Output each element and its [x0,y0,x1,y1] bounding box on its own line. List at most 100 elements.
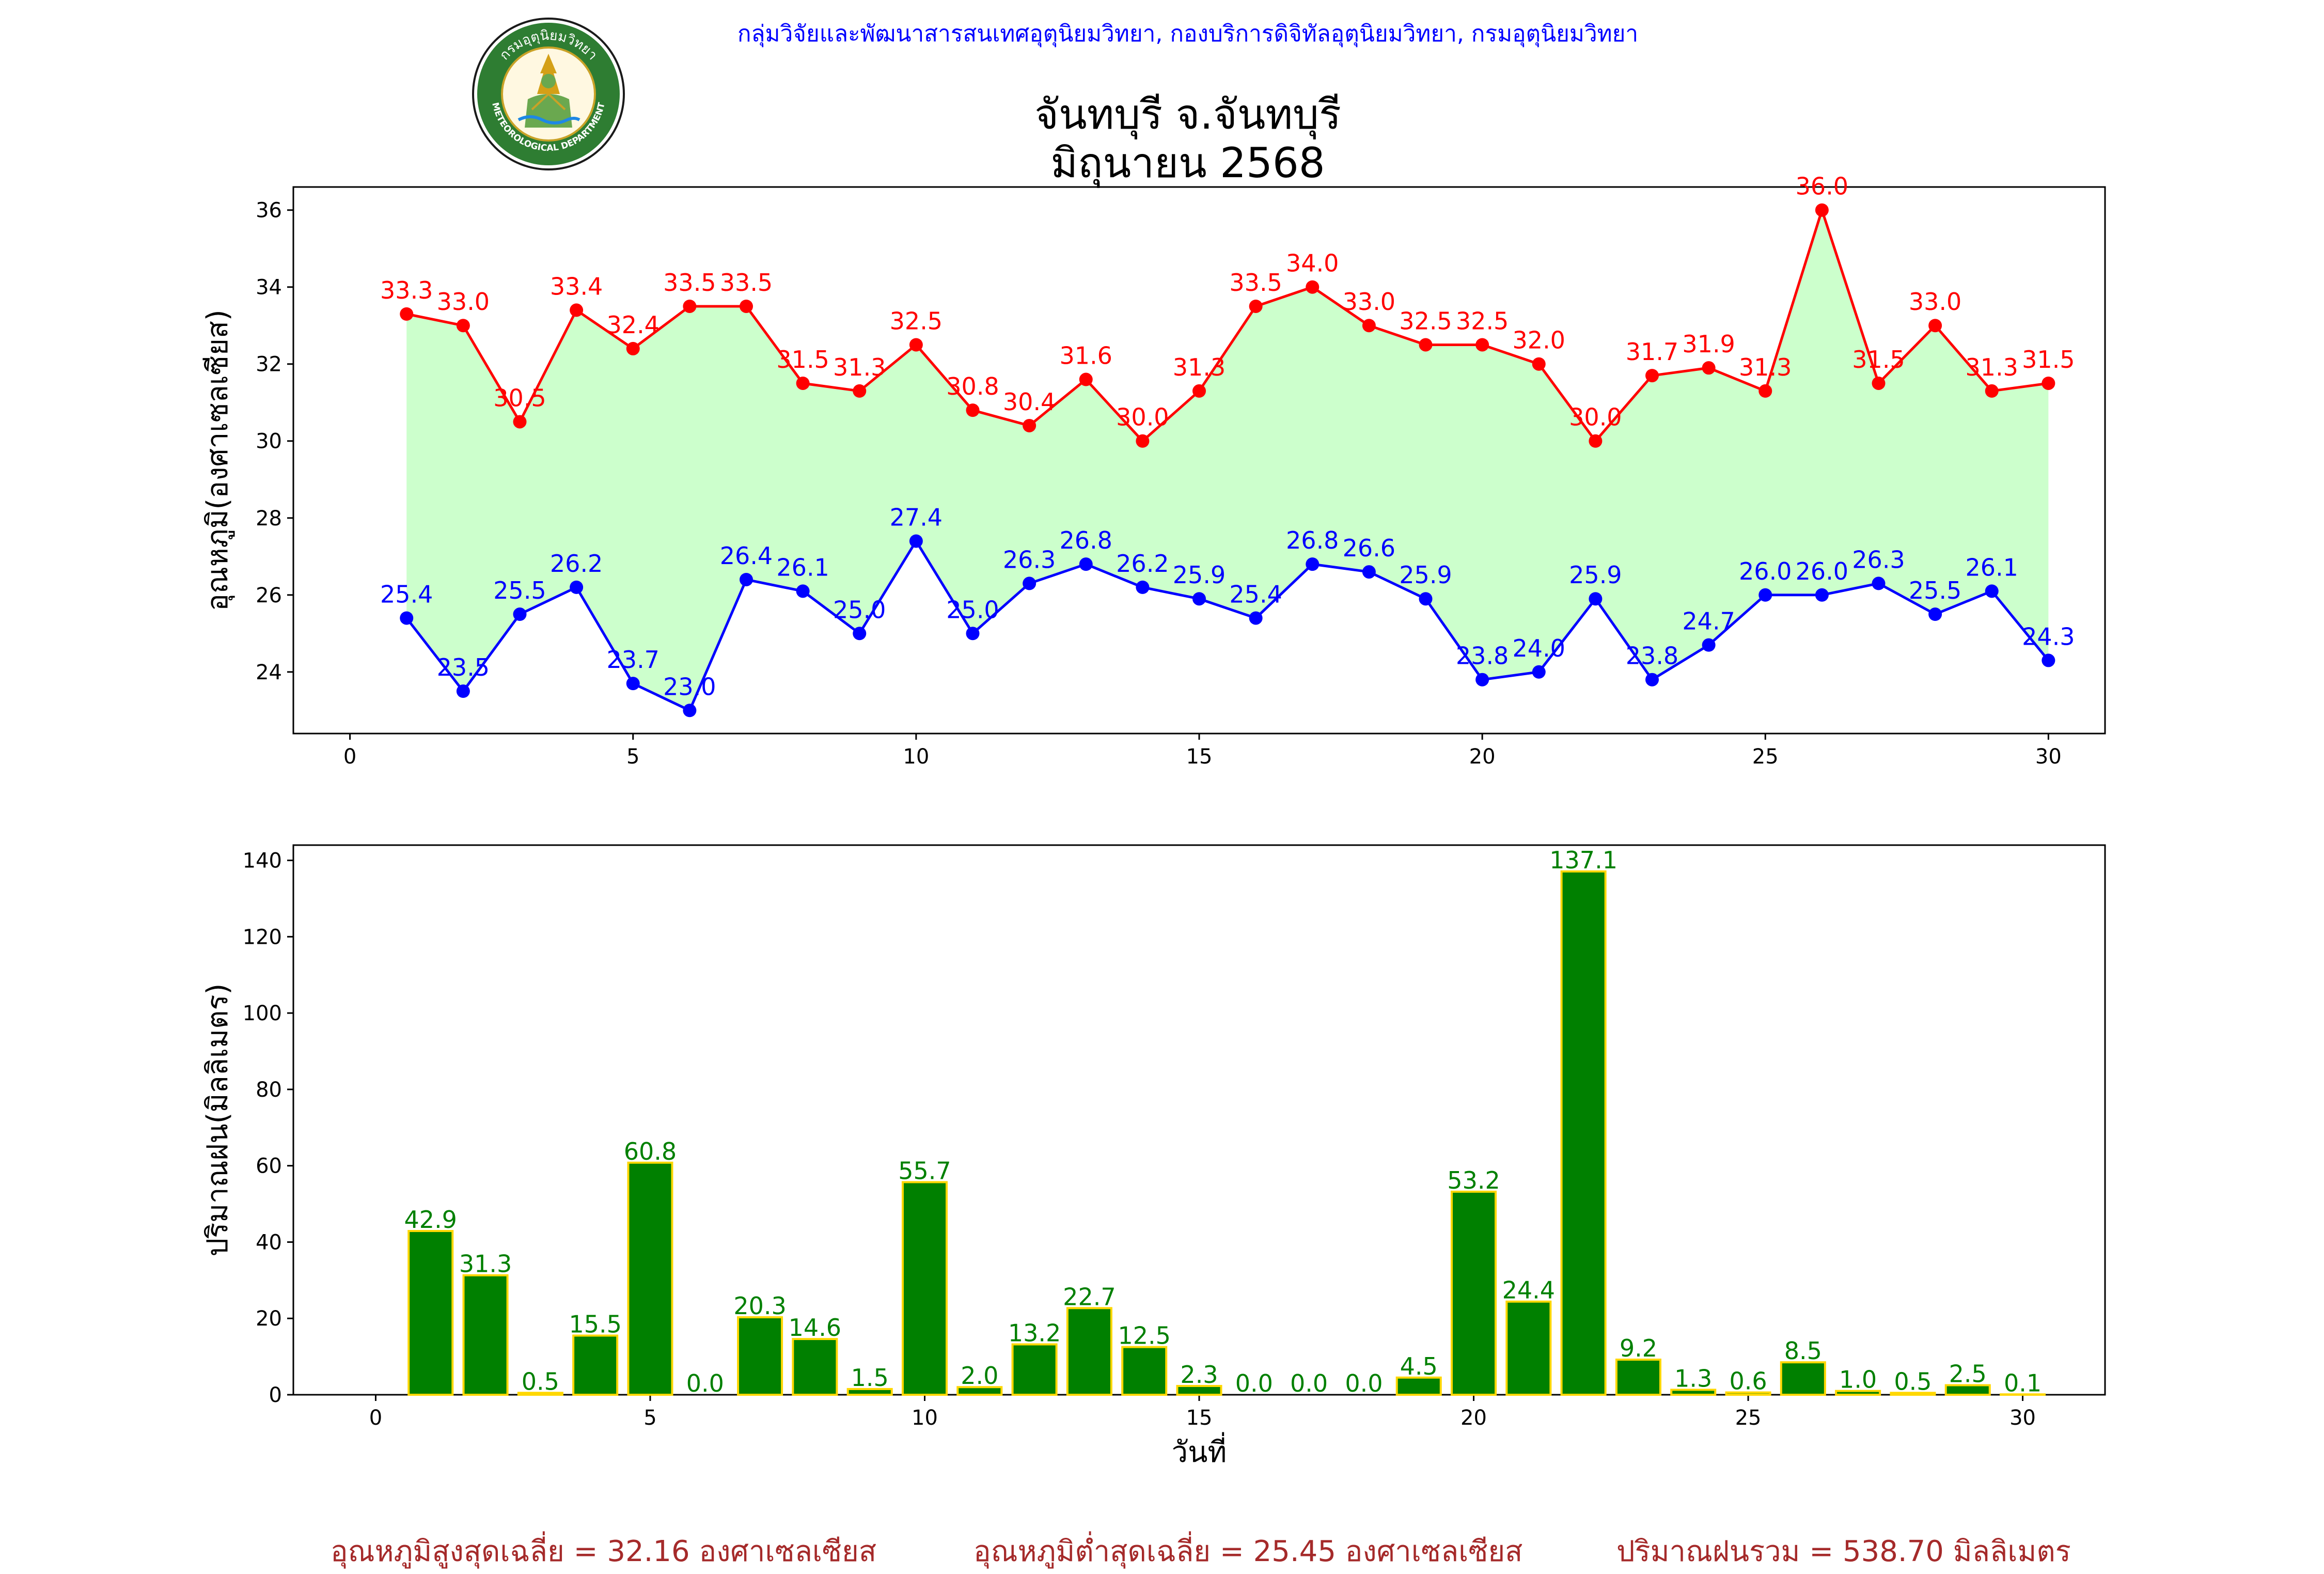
rain-data-label: 1.3 [1674,1364,1712,1392]
rain-bar [462,1274,509,1396]
rain-data-label: 8.5 [1784,1337,1822,1365]
rain-plot-frame [292,844,2106,1396]
chart-subtitle: มิถุนายน 2568 [1050,139,1325,187]
min-temp-data-label: 25.9 [1173,561,1226,589]
min-temp-data-label: 23.5 [437,653,490,681]
max-temp-point [1249,299,1263,313]
rain-data-label: 0.5 [522,1367,559,1395]
min-temp-data-label: 23.0 [663,673,716,700]
min-temp-point [1928,607,1942,621]
max-temp-point [1532,357,1546,371]
rain-bar [792,1338,838,1396]
rain-data-label: 0.5 [1894,1367,1932,1395]
rain-x-tick-label: 30 [2009,1406,2036,1430]
min-temp-data-label: 25.0 [833,596,886,624]
min-temp-data-label: 24.3 [2022,622,2075,650]
min-temp-point [2042,653,2055,667]
max-temp-point [1362,319,1376,333]
min-temp-data-label: 26.4 [720,542,773,570]
rain-data-label: 24.4 [1502,1276,1555,1304]
avg-max-temp-summary: อุณหภูมิสูงสุดเฉลี่ย = 32.16 องศาเซลเซีย… [331,1535,877,1568]
min-temp-data-label: 26.2 [550,550,603,578]
min-temp-data-label: 26.6 [1343,534,1395,562]
rain-bar [2000,1393,2046,1396]
max-temp-data-label: 31.3 [1173,353,1226,381]
rain-data-label: 55.7 [898,1157,951,1185]
rain-y-tick-label: 20 [256,1307,282,1331]
temp-y-axis-title: อุณหภูมิ(องศาเซลเซียส) [201,309,235,611]
max-temp-point [1928,319,1942,333]
rain-data-label: 2.5 [1949,1360,1987,1388]
temp-y-tick-label: 26 [256,584,282,607]
max-temp-data-label: 30.5 [493,384,546,412]
max-temp-point [853,384,867,398]
min-temp-data-label: 25.9 [1399,561,1452,589]
max-temp-data-label: 30.0 [1116,403,1169,431]
min-temp-data-label: 26.2 [1116,550,1169,578]
rain-data-label: 9.2 [1620,1334,1657,1362]
chart-title: จันทบุรี จ.จันทบุรี [1034,90,1341,138]
min-temp-data-label: 25.4 [1229,580,1282,608]
rain-bar [517,1392,563,1396]
rain-y-axis-title: ปริมาณฝน(มิลลิเมตร) [201,984,234,1257]
rain-data-label: 0.6 [1729,1367,1767,1395]
temp-x-tick-label: 0 [343,745,356,769]
max-temp-data-label: 33.5 [720,269,773,297]
max-temp-data-label: 30.0 [1569,403,1622,431]
min-temp-data-label: 24.0 [1513,634,1565,662]
rain-data-label: 60.8 [624,1137,677,1165]
rain-data-label: 31.3 [459,1250,512,1278]
min-temp-data-label: 25.0 [946,596,999,624]
min-temp-point [1249,611,1263,625]
rain-bar [1176,1385,1222,1396]
min-temp-data-label: 26.3 [1003,546,1056,573]
max-temp-point [1758,384,1772,398]
max-temp-point [683,299,697,313]
rain-data-label: 0.0 [1290,1369,1328,1397]
rain-data-label: 22.7 [1063,1283,1116,1311]
temp-y-tick-label: 36 [256,199,282,223]
max-temp-data-label: 31.9 [1682,330,1735,358]
rain-bar [846,1388,893,1396]
rain-x-tick-label: 5 [643,1406,656,1430]
max-temp-point [626,341,640,355]
min-temp-data-label: 26.0 [1796,557,1848,585]
rain-data-label: 0.0 [686,1369,724,1397]
min-temp-point [513,607,527,621]
min-temp-data-label: 26.8 [1286,526,1339,554]
min-temp-data-label: 26.1 [1966,553,2018,581]
rain-data-label: 53.2 [1447,1166,1500,1194]
min-temp-point [456,684,470,698]
rain-bar [407,1230,454,1396]
temp-x-tick-label: 15 [1186,745,1213,769]
rain-y-tick-label: 0 [269,1383,282,1407]
max-temp-data-label: 36.0 [1796,173,1848,200]
min-temp-data-label: 25.5 [1909,576,1961,604]
max-temp-data-label: 30.8 [946,372,999,400]
max-temp-data-label: 33.0 [437,288,490,316]
max-temp-data-label: 32.5 [890,307,943,335]
min-temp-line [405,538,2050,712]
rain-x-tick-label: 25 [1735,1406,1762,1430]
rain-data-label: 42.9 [404,1206,457,1234]
min-temp-point [570,580,584,594]
max-temp-point [740,299,753,313]
min-temp-data-label: 26.0 [1739,557,1792,585]
rain-x-tick-label: 0 [369,1406,382,1430]
rain-data-label: 12.5 [1118,1322,1170,1350]
max-temp-data-label: 31.3 [1966,353,2018,381]
min-temp-point [1532,665,1546,679]
rain-data-label: 15.5 [569,1310,621,1338]
rain-bar [1670,1389,1717,1396]
rainfall-chart: 0 5 10 15 20 25 30 0 20 40 60 80 100 120 140 ปริมาณฝน(ม… [201,844,2106,1469]
max-temp-point [1702,361,1716,375]
rain-y-tick-label: 60 [256,1155,282,1178]
temperature-chart: 0 5 10 15 20 25 30 24 26 28 30 32 34 36 อุณหภูมิ(องศาเ… [201,173,2106,769]
rain-data-label: 2.0 [961,1362,998,1390]
max-temp-point [1645,369,1659,383]
rain-bar [737,1316,783,1396]
rain-bar [1450,1190,1497,1396]
rain-bar [1944,1384,1991,1396]
temp-x-tick-label: 10 [903,745,929,769]
min-temp-data-label: 25.4 [380,580,433,608]
